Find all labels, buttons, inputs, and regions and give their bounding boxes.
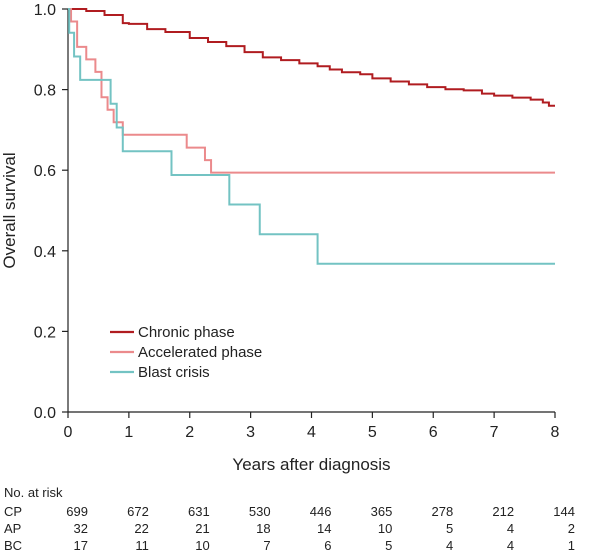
risk-count: 21	[195, 521, 209, 536]
risk-count: 5	[446, 521, 453, 536]
x-tick-label: 2	[185, 424, 194, 441]
risk-row-label: CP	[4, 504, 22, 519]
risk-count: 7	[263, 538, 270, 551]
risk-count: 212	[492, 504, 514, 519]
risk-count: 10	[195, 538, 209, 551]
risk-count: 631	[188, 504, 210, 519]
y-tick-label: 0.4	[34, 244, 56, 261]
risk-count: 14	[317, 521, 331, 536]
risk-count: 22	[134, 521, 148, 536]
risk-table-title: No. at risk	[4, 485, 63, 500]
risk-count: 365	[371, 504, 393, 519]
risk-count: 5	[385, 538, 392, 551]
legend-label: Chronic phase	[138, 324, 235, 341]
risk-count: 1	[568, 538, 575, 551]
risk-count: 10	[378, 521, 392, 536]
risk-count: 17	[74, 538, 88, 551]
x-tick-label: 1	[124, 424, 133, 441]
axes: 0 1 2 3 4 5 6 7 8 0.0 0.2 0.4 0.6 0.8 1.0 Years after d…	[0, 2, 560, 474]
risk-count: 11	[135, 538, 149, 551]
series-line-accelerated-phase	[68, 8, 555, 174]
legend-label: Accelerated phase	[138, 344, 262, 361]
risk-count: 672	[127, 504, 149, 519]
series-line-chronic-phase	[68, 8, 555, 107]
y-tick-label: 0.8	[34, 83, 56, 100]
y-tick-label: 0.0	[34, 405, 56, 422]
risk-row-label: BC	[4, 538, 22, 551]
survival-curves	[68, 8, 555, 265]
x-tick-label: 0	[64, 424, 73, 441]
risk-count: 2	[568, 521, 575, 536]
x-tick-label: 3	[246, 424, 255, 441]
y-tick-label: 0.2	[34, 324, 56, 341]
risk-count: 530	[249, 504, 271, 519]
x-tick-label: 6	[429, 424, 438, 441]
x-tick-label: 8	[551, 424, 560, 441]
series-line-blast-crisis	[68, 8, 555, 265]
x-axis-title: Years after diagnosis	[232, 455, 390, 474]
x-tick-label: 4	[307, 424, 316, 441]
legend: Chronic phase Accelerated phase Blast cris…	[110, 324, 262, 381]
risk-count: 4	[507, 521, 514, 536]
risk-count: 144	[553, 504, 575, 519]
risk-count: 4	[446, 538, 453, 551]
y-tick-label: 1.0	[34, 2, 56, 19]
risk-row-label: AP	[4, 521, 21, 536]
risk-count: 18	[256, 521, 270, 536]
risk-count: 6	[324, 538, 331, 551]
risk-count: 699	[66, 504, 88, 519]
y-tick-label: 0.6	[34, 163, 56, 180]
x-tick-label: 7	[490, 424, 499, 441]
legend-label: Blast crisis	[138, 364, 210, 381]
risk-count: 278	[432, 504, 454, 519]
risk-count: 446	[310, 504, 332, 519]
y-axis-title: Overall survival	[0, 152, 19, 268]
risk-count: 4	[507, 538, 514, 551]
x-tick-label: 5	[368, 424, 377, 441]
risk-count: 32	[74, 521, 88, 536]
